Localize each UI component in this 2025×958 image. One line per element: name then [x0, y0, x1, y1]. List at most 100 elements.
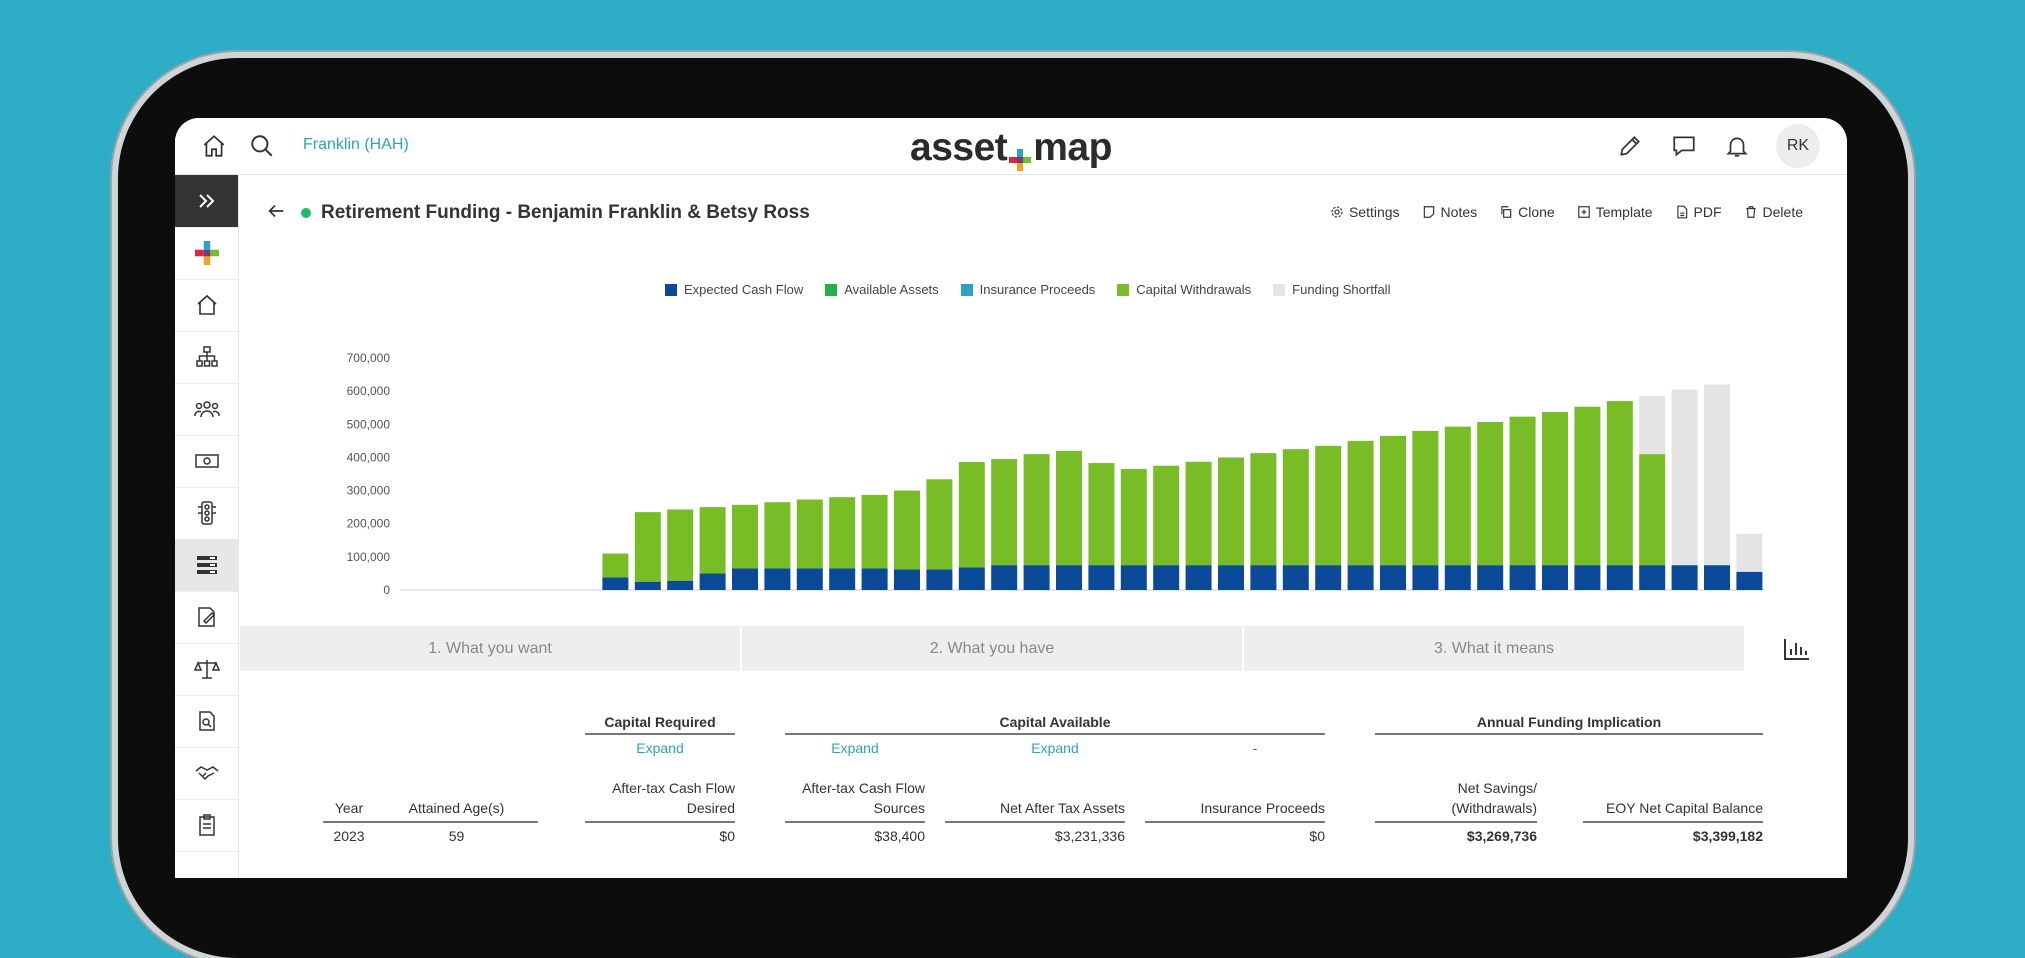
- household-breadcrumb[interactable]: Franklin (HAH): [303, 136, 409, 153]
- bar-capital-withdrawals[interactable]: [1477, 421, 1504, 566]
- legend-item[interactable]: Funding Shortfall: [1273, 282, 1390, 297]
- asset-map-plus-icon[interactable]: [175, 227, 238, 280]
- org-chart-icon[interactable]: [175, 331, 238, 384]
- bar-capital-withdrawals[interactable]: [894, 490, 920, 570]
- legend-item[interactable]: Insurance Proceeds: [960, 282, 1095, 297]
- settings-button[interactable]: Settings: [1330, 204, 1400, 220]
- bar-capital-withdrawals[interactable]: [764, 502, 791, 569]
- notes-button[interactable]: Notes: [1422, 204, 1477, 220]
- bar-capital-withdrawals[interactable]: [1412, 430, 1439, 566]
- bar-capital-withdrawals[interactable]: [829, 497, 856, 569]
- legend-item[interactable]: Available Assets: [825, 282, 939, 297]
- traffic-light-icon[interactable]: [175, 487, 238, 540]
- expand-capital-required[interactable]: Expand: [636, 740, 684, 756]
- bar-capital-withdrawals[interactable]: [1056, 450, 1082, 566]
- bar-expected-cash-flow[interactable]: [1704, 565, 1730, 590]
- bar-expected-cash-flow[interactable]: [1639, 565, 1666, 590]
- bar-capital-withdrawals[interactable]: [1088, 463, 1115, 566]
- bar-capital-withdrawals[interactable]: [1542, 412, 1568, 566]
- bar-expected-cash-flow[interactable]: [667, 580, 694, 590]
- bar-capital-withdrawals[interactable]: [602, 553, 629, 578]
- cash-icon[interactable]: [175, 435, 238, 488]
- reports-list-icon[interactable]: [175, 539, 238, 592]
- bar-capital-withdrawals[interactable]: [699, 507, 726, 574]
- bar-expected-cash-flow[interactable]: [1218, 565, 1244, 590]
- bar-expected-cash-flow[interactable]: [991, 565, 1018, 590]
- bar-capital-withdrawals[interactable]: [1639, 454, 1666, 566]
- bar-expected-cash-flow[interactable]: [1185, 565, 1212, 590]
- bar-expected-cash-flow[interactable]: [1250, 565, 1277, 590]
- home-icon[interactable]: [199, 131, 229, 161]
- pdf-button[interactable]: PDF: [1675, 204, 1722, 220]
- bar-expected-cash-flow[interactable]: [1023, 565, 1050, 590]
- bar-expected-cash-flow[interactable]: [829, 568, 856, 590]
- search-icon[interactable]: [247, 131, 277, 161]
- bar-capital-withdrawals[interactable]: [1509, 416, 1536, 566]
- legend-item[interactable]: Expected Cash Flow: [665, 282, 803, 297]
- bar-capital-withdrawals[interactable]: [991, 459, 1018, 566]
- bar-expected-cash-flow[interactable]: [1477, 565, 1504, 590]
- chart-toggle-icon[interactable]: [1746, 626, 1847, 671]
- bar-capital-withdrawals[interactable]: [926, 479, 953, 570]
- bar-expected-cash-flow[interactable]: [1315, 565, 1342, 590]
- bar-expected-cash-flow[interactable]: [958, 567, 985, 590]
- template-button[interactable]: Template: [1577, 204, 1653, 220]
- bar-capital-withdrawals[interactable]: [1282, 449, 1309, 566]
- bar-capital-withdrawals[interactable]: [958, 462, 985, 568]
- bar-expected-cash-flow[interactable]: [894, 569, 920, 590]
- bar-capital-withdrawals[interactable]: [1250, 453, 1277, 566]
- bar-capital-withdrawals[interactable]: [1606, 401, 1633, 566]
- bar-capital-withdrawals[interactable]: [1023, 454, 1050, 566]
- bar-capital-withdrawals[interactable]: [1574, 406, 1601, 566]
- bar-expected-cash-flow[interactable]: [1736, 571, 1763, 590]
- tab-what-you-have[interactable]: 2. What you have: [742, 626, 1244, 671]
- scales-icon[interactable]: [175, 643, 238, 696]
- bar-expected-cash-flow[interactable]: [1282, 565, 1309, 590]
- user-avatar[interactable]: RK: [1776, 124, 1820, 168]
- bar-capital-withdrawals[interactable]: [634, 512, 661, 582]
- bar-capital-withdrawals[interactable]: [861, 494, 888, 569]
- expand-net-assets[interactable]: Expand: [1031, 740, 1079, 756]
- chat-icon[interactable]: [1669, 131, 1699, 161]
- delete-button[interactable]: Delete: [1744, 204, 1803, 220]
- bar-expected-cash-flow[interactable]: [1088, 565, 1115, 590]
- tab-what-it-means[interactable]: 3. What it means: [1244, 626, 1746, 671]
- bar-capital-withdrawals[interactable]: [667, 509, 694, 581]
- bar-expected-cash-flow[interactable]: [796, 568, 823, 590]
- bar-capital-withdrawals[interactable]: [1380, 435, 1406, 566]
- bar-expected-cash-flow[interactable]: [926, 569, 953, 590]
- back-arrow-icon[interactable]: [265, 200, 287, 227]
- handshake-icon[interactable]: [175, 747, 238, 800]
- bar-capital-withdrawals[interactable]: [732, 504, 758, 569]
- signature-icon[interactable]: [175, 591, 238, 644]
- bar-expected-cash-flow[interactable]: [1574, 565, 1601, 590]
- bar-capital-withdrawals[interactable]: [1120, 469, 1147, 566]
- people-icon[interactable]: [175, 383, 238, 436]
- bar-expected-cash-flow[interactable]: [1120, 565, 1147, 590]
- clipboard-icon[interactable]: [175, 799, 238, 852]
- bar-expected-cash-flow[interactable]: [861, 568, 888, 590]
- tab-what-you-want[interactable]: 1. What you want: [240, 626, 742, 671]
- bar-expected-cash-flow[interactable]: [732, 568, 758, 590]
- bar-funding-shortfall[interactable]: [1736, 533, 1763, 572]
- clone-button[interactable]: Clone: [1499, 204, 1555, 220]
- bar-expected-cash-flow[interactable]: [602, 577, 629, 590]
- bar-expected-cash-flow[interactable]: [1412, 565, 1439, 590]
- bar-capital-withdrawals[interactable]: [1347, 440, 1374, 566]
- bar-expected-cash-flow[interactable]: [1056, 565, 1082, 590]
- bell-icon[interactable]: [1722, 131, 1752, 161]
- bar-capital-withdrawals[interactable]: [1153, 465, 1180, 566]
- bar-expected-cash-flow[interactable]: [1153, 565, 1180, 590]
- bar-expected-cash-flow[interactable]: [634, 581, 661, 590]
- expand-cash-flow-sources[interactable]: Expand: [831, 740, 879, 756]
- bar-expected-cash-flow[interactable]: [1671, 565, 1698, 590]
- expand-sidebar-icon[interactable]: [175, 175, 238, 228]
- legend-item[interactable]: Capital Withdrawals: [1117, 282, 1251, 297]
- bar-funding-shortfall[interactable]: [1671, 389, 1698, 566]
- document-search-icon[interactable]: [175, 695, 238, 748]
- bar-expected-cash-flow[interactable]: [1606, 565, 1633, 590]
- bar-expected-cash-flow[interactable]: [1444, 565, 1471, 590]
- bar-expected-cash-flow[interactable]: [1347, 565, 1374, 590]
- sidebar-home-icon[interactable]: [175, 279, 238, 332]
- bar-funding-shortfall[interactable]: [1639, 396, 1666, 455]
